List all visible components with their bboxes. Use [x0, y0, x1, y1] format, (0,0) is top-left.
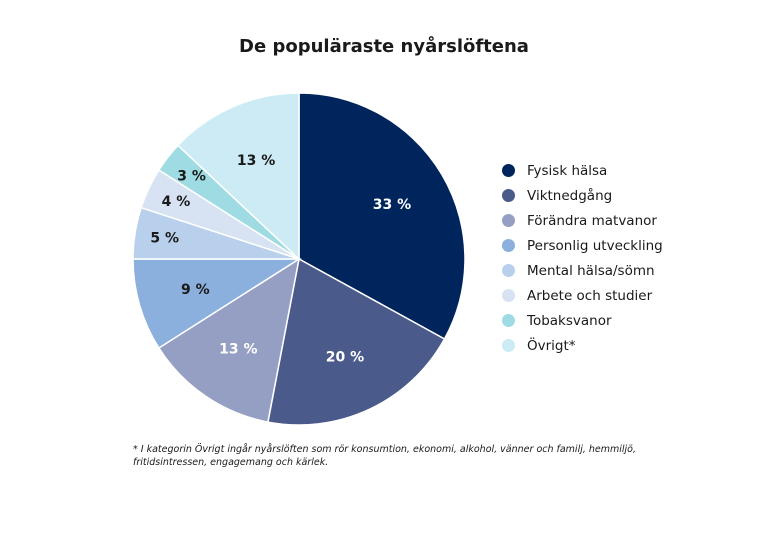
legend-swatch — [502, 339, 515, 352]
legend-item: Tobaksvanor — [502, 308, 663, 333]
pie-slice-3 — [157, 257, 301, 423]
legend-label: Förändra matvanor — [527, 212, 657, 229]
data-label-8: 13 % — [237, 153, 275, 169]
data-label-5: 5 % — [150, 231, 179, 247]
data-label-7: 3 % — [177, 169, 206, 185]
footnote: * I kategorin Övrigt ingår nyårslöften s… — [133, 444, 637, 468]
legend-item: Mental hälsa/sömn — [502, 258, 663, 283]
data-label-4: 9 % — [181, 282, 210, 298]
legend-label: Fysisk hälsa — [527, 162, 608, 179]
data-label-2: 20 % — [326, 350, 364, 366]
pie-slice-4 — [132, 258, 302, 349]
pie-slice-8 — [176, 92, 300, 261]
legend-swatch — [502, 289, 515, 302]
legend: Fysisk hälsa Viktnedgång Förändra matvanor… — [502, 158, 663, 358]
legend-item: Arbete och studier — [502, 283, 663, 308]
legend-swatch — [502, 214, 515, 227]
legend-label: Personlig utveckling — [527, 237, 663, 254]
legend-item: Förändra matvanor — [502, 208, 663, 233]
legend-swatch — [502, 264, 515, 277]
legend-label: Viktnedgång — [527, 187, 613, 204]
legend-swatch — [502, 164, 515, 177]
legend-item: Övrigt* — [502, 333, 663, 358]
legend-label: Övrigt* — [527, 337, 576, 354]
legend-swatch — [502, 239, 515, 252]
legend-item: Fysisk hälsa — [502, 158, 663, 183]
data-label-6: 4 % — [162, 194, 191, 210]
data-label-3: 13 % — [219, 341, 257, 357]
legend-label: Mental hälsa/sömn — [527, 262, 655, 279]
legend-item: Personlig utveckling — [502, 233, 663, 258]
pie-slice-2 — [267, 257, 446, 426]
legend-label: Tobaksvanor — [527, 312, 612, 329]
legend-label: Arbete och studier — [527, 287, 653, 304]
chart-title: De populäraste nyårslöftena — [239, 36, 529, 57]
data-label-1: 33 % — [373, 197, 411, 213]
legend-swatch — [502, 314, 515, 327]
legend-item: Viktnedgång — [502, 183, 663, 208]
pie-slice-1 — [298, 92, 466, 340]
legend-swatch — [502, 189, 515, 202]
